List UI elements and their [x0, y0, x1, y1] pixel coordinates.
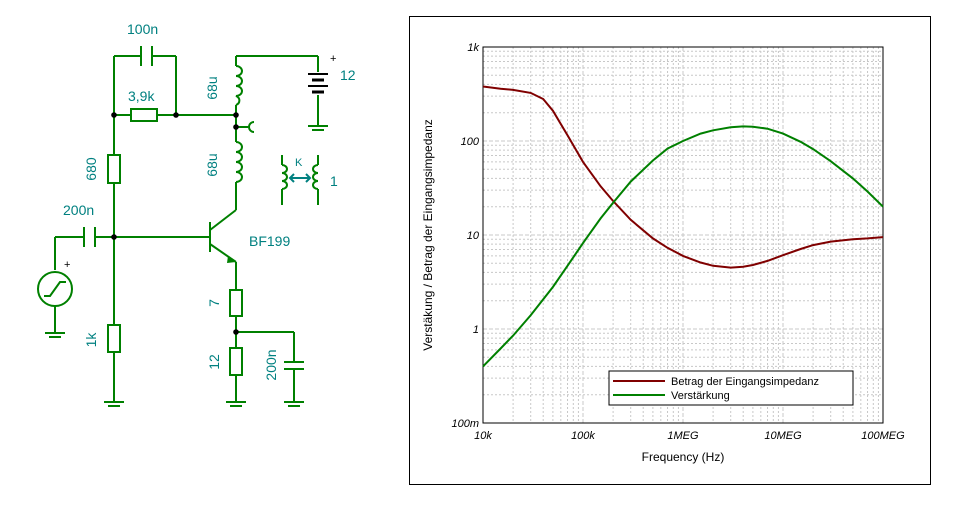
label-transistor: BF199: [249, 233, 290, 249]
coupling-symbol-icon: [281, 155, 319, 205]
battery-plus: +: [330, 53, 336, 65]
source-plus: +: [64, 259, 70, 271]
y-tick-label: 100: [461, 136, 480, 148]
series-line-0: [482, 85, 884, 269]
y-tick-label: 1k: [467, 42, 479, 54]
label-l-top: 68u: [204, 76, 220, 99]
junction-dots: [111, 112, 239, 335]
capacitor-200n-emitter: [284, 361, 304, 370]
capacitor-100n: [140, 46, 153, 66]
x-tick-labels: 10k 100k 1MEG 10MEG 100MEG: [474, 430, 905, 442]
legend: Betrag der Eingangsimpedanz Verstärkung: [608, 370, 854, 406]
x-tick-label: 10k: [474, 430, 492, 442]
battery-icon: [308, 73, 328, 94]
label-battery: 12: [340, 67, 356, 83]
resistor-7: [229, 289, 243, 317]
inductor-68u-bottom: [235, 141, 243, 183]
circuit-schematic: 100n 3,9k 680 200n 1k 68u 68u 12 + K 1 B…: [37, 21, 356, 407]
x-tick-label: 10MEG: [764, 430, 802, 442]
resistor-3k9: [130, 108, 158, 122]
y-tick-label: 10: [467, 230, 480, 242]
series-line-1: [482, 125, 884, 368]
legend-label-1: Verstärkung: [671, 390, 730, 402]
resistor-12: [229, 347, 243, 376]
legend-label-0: Betrag der Eingangsimpedanz: [671, 376, 819, 388]
y-tick-labels: 100m 1 10 100 1k: [451, 42, 479, 430]
label-coupling-value: 1: [330, 173, 338, 189]
inductor-68u-top: [235, 65, 243, 106]
y-axis-label: Verstäkung / Betrag der Eingangsimpedanz: [421, 119, 435, 350]
bode-chart: 10k 100k 1MEG 10MEG 100MEG 100m 1 10 100 1k Freq…: [421, 42, 905, 464]
label-r-bias-top: 680: [83, 157, 99, 181]
label-r-emitter-top: 7: [206, 299, 222, 307]
label-l-bottom: 68u: [204, 153, 220, 176]
label-r-feedback: 3,9k: [128, 88, 155, 104]
label-c-feedback: 100n: [127, 21, 158, 37]
ground-icons: [45, 125, 328, 407]
label-c-emitter: 200n: [263, 349, 279, 380]
tap-terminal-icon: [248, 121, 255, 133]
y-tick-label: 1: [473, 324, 479, 336]
plot-frame: 10k 100k 1MEG 10MEG 100MEG 100m 1 10 100 1k Freq…: [409, 16, 931, 485]
x-tick-label: 1MEG: [667, 430, 699, 442]
label-r-bias-bottom: 1k: [83, 332, 99, 348]
transistor-arrow-icon: [227, 256, 236, 263]
resistor-680: [107, 154, 121, 184]
label-coupling: K: [295, 157, 303, 169]
resistor-1k: [107, 324, 121, 353]
series-lines: [482, 85, 884, 368]
y-tick-label: 100m: [451, 418, 479, 430]
x-axis-label: Frequency (Hz): [642, 450, 725, 464]
x-tick-label: 100k: [571, 430, 595, 442]
label-r-emitter-bottom: 12: [206, 354, 222, 370]
x-tick-label: 100MEG: [861, 430, 905, 442]
label-c-input: 200n: [63, 202, 94, 218]
plot-area: [482, 46, 884, 424]
legend-box: [608, 370, 854, 406]
signal-source-icon: [37, 271, 73, 307]
capacitor-200n-input: [83, 227, 96, 247]
